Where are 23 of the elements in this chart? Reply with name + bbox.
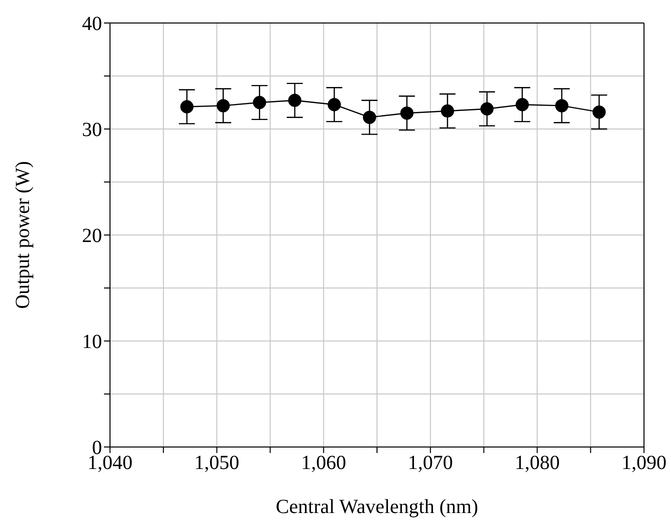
x-tick-label: 1,080 (514, 452, 560, 474)
x-tick-label: 1,060 (301, 452, 346, 474)
y-tick-label: 40 (82, 13, 102, 36)
point (252, 96, 266, 110)
y-axis-title: Output power (W) (12, 161, 34, 309)
x-tick-label: 1,050 (194, 452, 240, 474)
x-tick-label: 1,090 (622, 452, 666, 474)
x-tick-label: 1,070 (408, 452, 453, 474)
point (400, 106, 414, 120)
point (440, 104, 454, 118)
point (555, 99, 568, 112)
point (216, 99, 230, 112)
y-tick-label: 10 (82, 331, 102, 354)
point (362, 110, 376, 124)
point (288, 94, 302, 107)
point (592, 105, 606, 119)
x-axis-title: Central Wavelength (nm) (276, 496, 478, 518)
y-tick-label: 20 (82, 225, 102, 248)
point (480, 102, 494, 116)
y-tick-label: 30 (82, 119, 102, 142)
point (516, 98, 529, 112)
point (328, 98, 341, 112)
point (180, 100, 194, 114)
